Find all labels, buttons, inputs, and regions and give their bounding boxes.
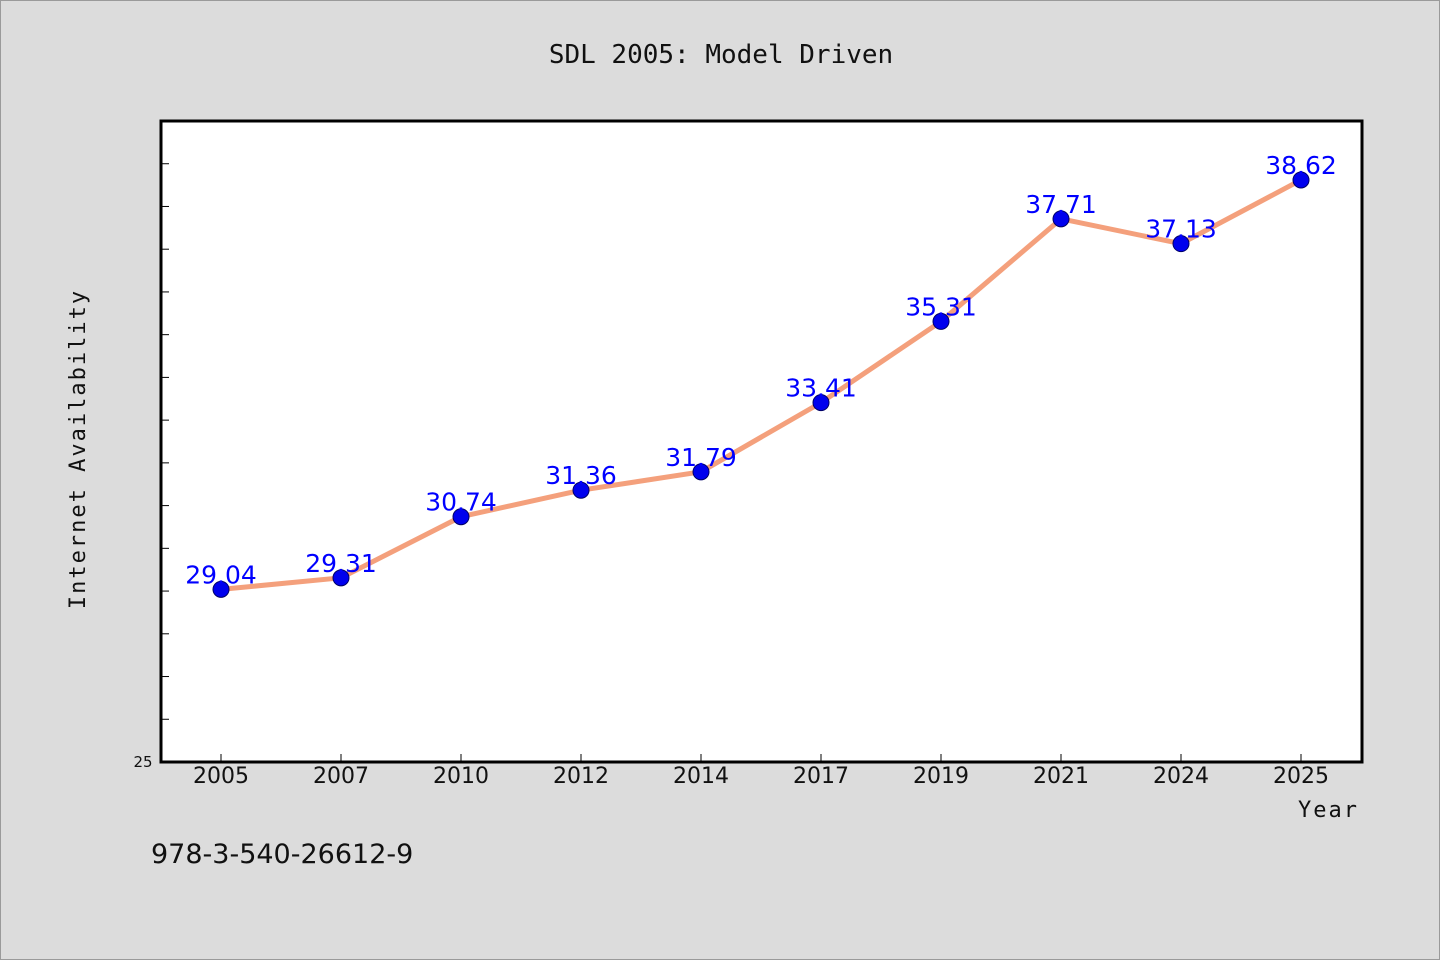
y-tick-label-min: 25 (133, 753, 152, 771)
data-label: 35.31 (905, 292, 977, 321)
data-point (572, 481, 590, 499)
data-label: 38.62 (1265, 151, 1337, 180)
data-label: 37.13 (1145, 215, 1217, 244)
series-line-group (218, 177, 1304, 592)
data-label: 37.71 (1025, 190, 1097, 219)
series-line (218, 177, 1304, 592)
data-point (932, 312, 950, 330)
x-tick-label: 2010 (433, 764, 489, 789)
data-point (1052, 210, 1070, 228)
data-label: 31.36 (545, 461, 617, 490)
data-point (452, 508, 470, 526)
data-point (812, 394, 830, 412)
series-points-group (212, 171, 1310, 598)
data-point (332, 569, 350, 587)
data-label: 29.31 (305, 549, 377, 578)
data-point (1172, 235, 1190, 253)
x-tick-label: 2005 (193, 764, 249, 789)
data-label: 30.74 (425, 488, 497, 517)
plot-area (159, 119, 1364, 764)
x-tick-label: 2007 (313, 764, 369, 789)
data-point (692, 463, 710, 481)
x-tick-label: 2012 (553, 764, 609, 789)
y-axis-ticks (161, 163, 169, 720)
data-point (1292, 171, 1310, 189)
x-tick-label: 2025 (1273, 764, 1329, 789)
data-point (212, 580, 230, 598)
x-tick-label: 2021 (1033, 764, 1089, 789)
x-tick-label: 2024 (1153, 764, 1209, 789)
x-axis-tick-labels: 2005 2007 2010 2012 2014 2017 2019 2021 2024 2025 (193, 764, 1329, 789)
x-tick-label: 2017 (793, 764, 849, 789)
x-axis-ticks (220, 754, 1302, 762)
data-label: 29.04 (185, 560, 257, 589)
y-axis-label: Internet Availability (66, 289, 91, 609)
chart-title: SDL 2005: Model Driven (549, 40, 893, 70)
data-label: 31.79 (665, 443, 737, 472)
data-labels-group: 29.04 29.31 30.74 31.36 31.79 33.41 35.31 37.71… (185, 151, 1337, 589)
x-tick-label: 2019 (913, 764, 969, 789)
data-label: 33.41 (785, 374, 857, 403)
x-axis-label: Year (1298, 798, 1359, 823)
footer-code: 978-3-540-26612-9 (151, 839, 413, 870)
x-tick-label: 2014 (673, 764, 729, 789)
